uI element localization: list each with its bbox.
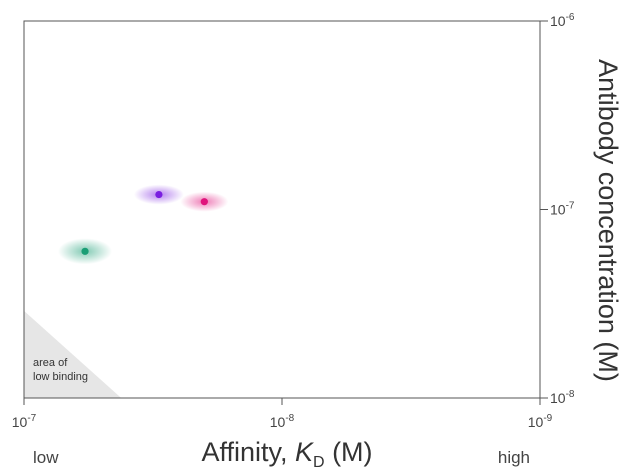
data-point	[200, 198, 208, 206]
x-high-label: high	[498, 448, 530, 467]
x-tick-label: 10-8	[270, 413, 295, 430]
x-axis-title-unit: (M)	[325, 437, 373, 467]
points-layer	[58, 184, 229, 265]
x-axis-title-subscript: D	[313, 454, 325, 471]
x-axis: 10-7 10-8 10-9	[12, 398, 553, 430]
x-tick-label: 10-9	[528, 413, 553, 430]
x-axis-title-main: Affinity,	[201, 437, 295, 467]
low-binding-region-layer: area of low binding	[24, 310, 122, 398]
y-axis-title: Antibody concentration (M)	[593, 59, 623, 382]
low-binding-region	[24, 310, 122, 398]
x-axis-title-symbol: K	[295, 437, 314, 467]
y-tick-label: 10-8	[550, 389, 575, 406]
x-tick-label: 10-7	[12, 413, 37, 430]
low-binding-label-line: low binding	[33, 371, 88, 383]
y-axis: 10-8 10-7 10-6	[540, 12, 575, 406]
x-axis-title: Affinity, KD (M)	[201, 437, 372, 471]
plot-frame	[23, 20, 541, 399]
y-tick-label: 10-6	[550, 12, 575, 29]
x-low-label: low	[33, 448, 59, 467]
data-point	[81, 247, 89, 255]
low-binding-label-line: area of	[33, 357, 68, 369]
data-point	[155, 190, 163, 199]
y-tick-label: 10-7	[550, 201, 575, 218]
